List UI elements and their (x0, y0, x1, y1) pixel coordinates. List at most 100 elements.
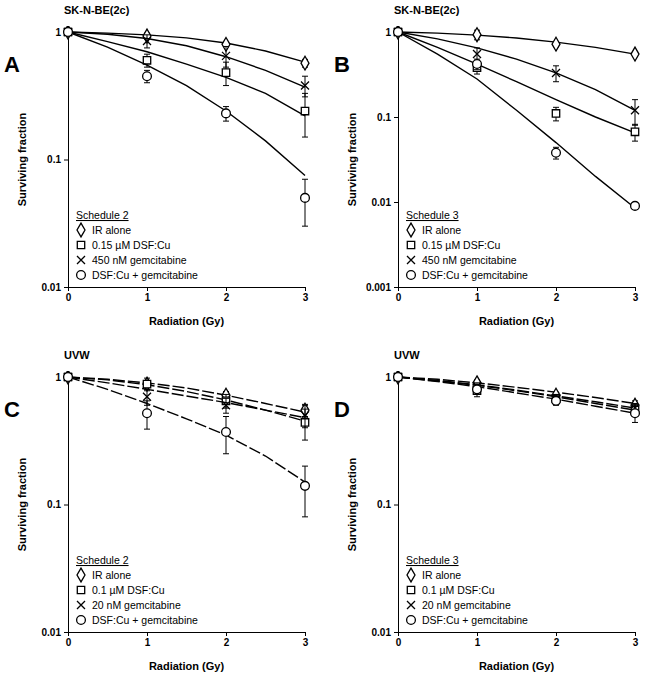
fit-line (68, 32, 305, 175)
error-bar-cap (223, 46, 229, 47)
tick-label: 2 (554, 292, 560, 303)
tick-label: 0.1 (47, 499, 61, 510)
legend: Schedule 2IR alone0.1 µM DSF:Cu20 nM gem… (76, 554, 198, 626)
data-point (64, 26, 72, 39)
title: SK-N-BE(2c) (394, 4, 460, 16)
data-point (394, 28, 401, 35)
data-point (473, 50, 481, 58)
error-bar (302, 93, 308, 137)
data-point (64, 373, 71, 380)
tick-mark (226, 287, 227, 291)
legend-label: DSF:Cu + gemcitabine (422, 269, 528, 281)
legend-title: Schedule 3 (406, 554, 459, 566)
tick-label: 0.01 (42, 282, 62, 293)
error-bar (632, 100, 638, 126)
y-axis: 0.010.11 (372, 372, 399, 638)
legend-label: IR alone (422, 569, 461, 581)
error-bar (553, 66, 559, 82)
legend-marker (407, 256, 415, 264)
tick-label: 1 (55, 27, 61, 38)
error-bar-cap (553, 120, 559, 121)
legend-label: 450 nM gemcitabine (92, 254, 187, 266)
tick: 2 (224, 632, 230, 648)
data-point (143, 72, 152, 81)
error-bar-cap (223, 416, 229, 417)
legend-title: Schedule 3 (406, 209, 459, 221)
error-bar-cap (553, 147, 559, 148)
tick-mark (394, 117, 398, 118)
panel-label: D (334, 397, 350, 422)
data-point (552, 110, 559, 117)
error-bar-cap (223, 46, 229, 47)
x-axis-title: Radiation (Gy) (149, 315, 225, 327)
axis-line (69, 288, 306, 292)
data-point (552, 396, 561, 405)
data-point (143, 57, 150, 64)
error-bar-cap (223, 67, 229, 68)
tick-label: 2 (224, 637, 230, 648)
x-axis: 0123 (396, 287, 639, 303)
plot-area (394, 26, 640, 210)
data-point (394, 371, 402, 384)
legend-marker (77, 586, 84, 593)
data-point (301, 481, 310, 490)
tick: 0 (396, 632, 402, 648)
tick-mark (305, 287, 306, 291)
data-point (631, 202, 640, 211)
tick: 0.001 (366, 282, 398, 293)
tick-mark (394, 632, 398, 633)
tick-label: 0 (66, 637, 72, 648)
tick: 1 (145, 632, 151, 648)
data-point (394, 28, 403, 37)
tick-label: 3 (303, 292, 309, 303)
y-axis-title: Surviving fraction (16, 112, 28, 206)
error-bar-cap (474, 47, 480, 48)
tick-label: 0.001 (366, 282, 391, 293)
tick-label: 0.01 (42, 627, 62, 638)
legend-label: 0.1 µM DSF:Cu (422, 584, 495, 596)
legend: Schedule 3IR alone0.1 µM DSF:Cu20 nM gem… (406, 554, 528, 626)
error-bar-cap (144, 429, 150, 430)
legend-marker (77, 271, 86, 280)
data-point (394, 373, 403, 382)
error-bar-stem (635, 100, 636, 126)
error-bar-cap (144, 34, 150, 35)
axis-line (399, 288, 636, 292)
legend-marker (407, 241, 414, 248)
error-bar (302, 405, 308, 427)
legend-marker (77, 256, 85, 264)
panel: 01230.010.11Radiation (Gy)Surviving frac… (4, 4, 309, 327)
y-axis: 0.0010.010.11 (366, 27, 399, 293)
tick-mark (64, 632, 68, 633)
error-bar (144, 378, 150, 391)
tick-label: 1 (145, 292, 151, 303)
error-bar-cap (632, 99, 638, 100)
figure: 01230.010.11Radiation (Gy)Surviving frac… (0, 0, 650, 678)
tick-mark (477, 287, 478, 291)
data-point (64, 373, 73, 382)
data-point (301, 107, 308, 114)
tick-label: 1 (385, 27, 391, 38)
panel-label: A (4, 52, 20, 77)
tick: 0.01 (42, 627, 68, 638)
error-bar-cap (632, 141, 638, 142)
plot-area (394, 371, 640, 422)
fit-line (398, 32, 635, 110)
tick-label: 0.1 (47, 154, 61, 165)
error-bar (223, 398, 229, 413)
axis-line (394, 33, 399, 288)
tick-label: 0.1 (377, 499, 391, 510)
tick-label: 2 (554, 637, 560, 648)
fit-line (68, 32, 305, 62)
data-point (552, 69, 560, 77)
tick-mark (394, 505, 398, 506)
error-bar-cap (223, 121, 229, 122)
error-bar-cap (474, 396, 480, 397)
data-point (222, 428, 231, 437)
tick-mark (147, 632, 148, 636)
tick-label: 0.1 (377, 112, 391, 123)
error-bar-cap (553, 107, 559, 108)
error-bar-stem (305, 466, 306, 517)
error-bar (553, 107, 559, 121)
tick-label: 1 (385, 372, 391, 383)
